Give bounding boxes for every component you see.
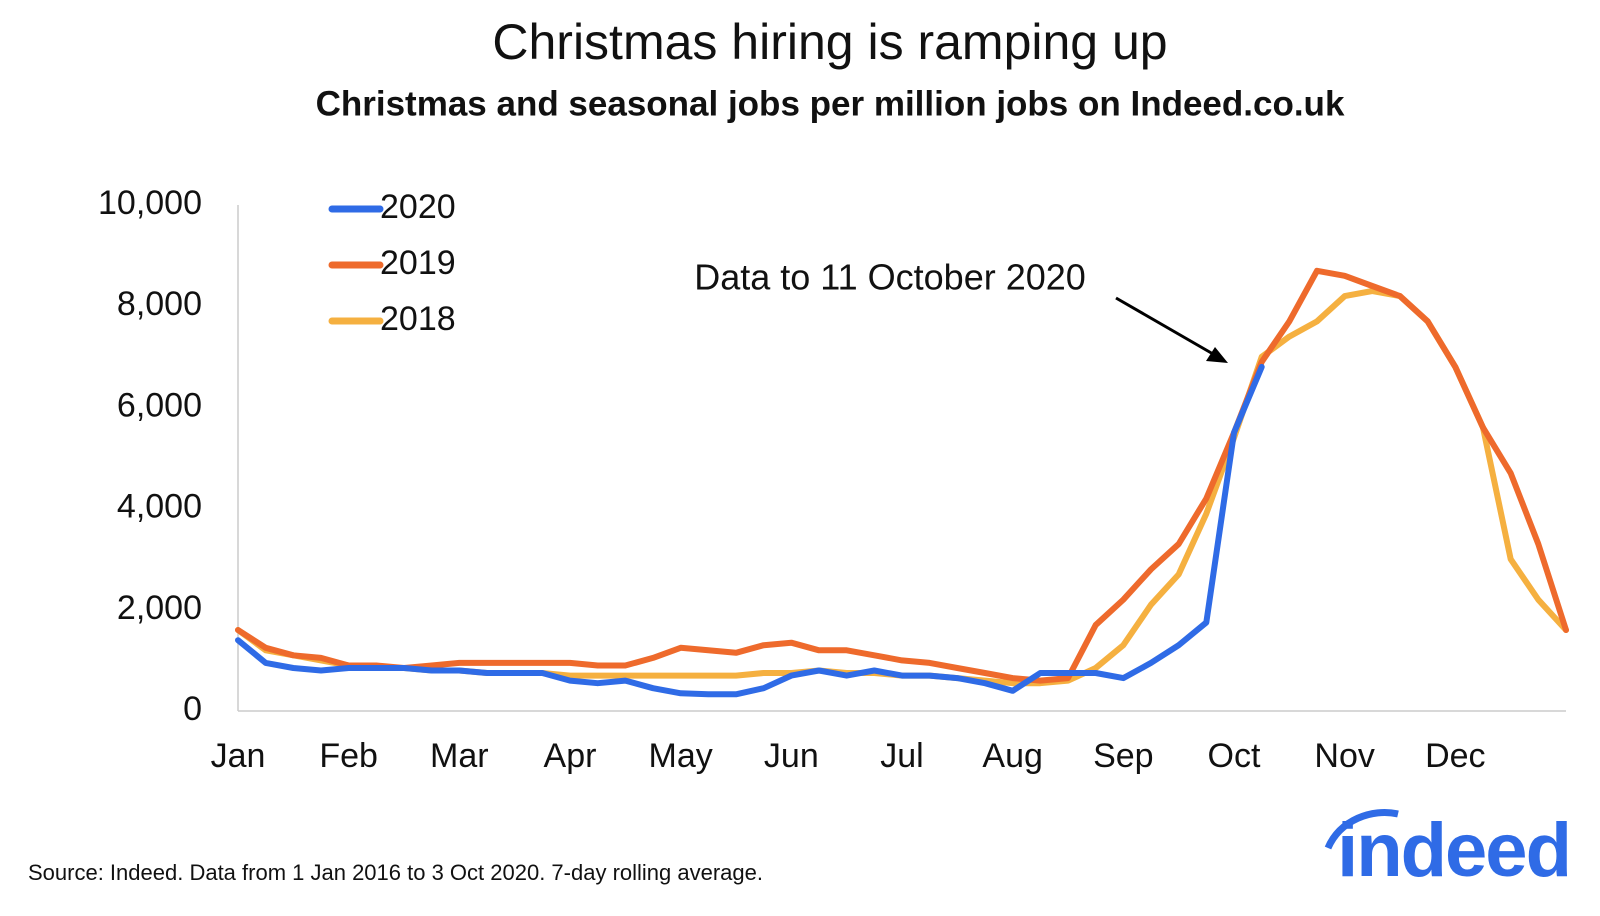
legend-label: 2018 bbox=[380, 300, 456, 338]
x-tick-label: Oct bbox=[1208, 737, 1261, 775]
y-tick-label: 10,000 bbox=[98, 184, 202, 222]
chart-subtitle: Christmas and seasonal jobs per million … bbox=[316, 84, 1345, 123]
x-tick-label: Feb bbox=[319, 737, 378, 775]
x-tick-label: Jun bbox=[764, 737, 819, 775]
annotation-arrow bbox=[1115, 296, 1221, 360]
series-line bbox=[235, 363, 1265, 698]
legend-label: 2020 bbox=[380, 188, 456, 226]
y-tick-label: 6,000 bbox=[117, 386, 202, 424]
x-tick-label: Mar bbox=[430, 737, 489, 775]
annotation-arrowhead bbox=[1206, 347, 1228, 363]
x-tick-label: Dec bbox=[1425, 737, 1485, 775]
annotation: Data to 11 October 2020 bbox=[694, 257, 1086, 298]
x-tick-label: Apr bbox=[544, 737, 597, 775]
legend-label: 2019 bbox=[380, 244, 456, 282]
x-tick-label: Jan bbox=[211, 737, 266, 775]
x-tick-label: May bbox=[649, 737, 713, 775]
series-line bbox=[235, 267, 1569, 684]
x-tick-label: Aug bbox=[982, 737, 1043, 775]
y-tick-label: 8,000 bbox=[117, 285, 202, 323]
y-tick-label: 0 bbox=[183, 690, 202, 728]
y-tick-label: 2,000 bbox=[117, 589, 202, 627]
logo-arc bbox=[1324, 809, 1399, 850]
logo: indeed bbox=[1337, 808, 1570, 893]
chart-title: Christmas hiring is ramping up bbox=[492, 14, 1167, 70]
x-tick-label: Sep bbox=[1093, 737, 1154, 775]
y-tick-label: 4,000 bbox=[117, 488, 202, 526]
source-note: Source: Indeed. Data from 1 Jan 2016 to … bbox=[28, 860, 763, 885]
x-tick-label: Jul bbox=[880, 737, 923, 775]
series-line bbox=[235, 288, 1569, 687]
x-tick-label: Nov bbox=[1314, 737, 1374, 775]
